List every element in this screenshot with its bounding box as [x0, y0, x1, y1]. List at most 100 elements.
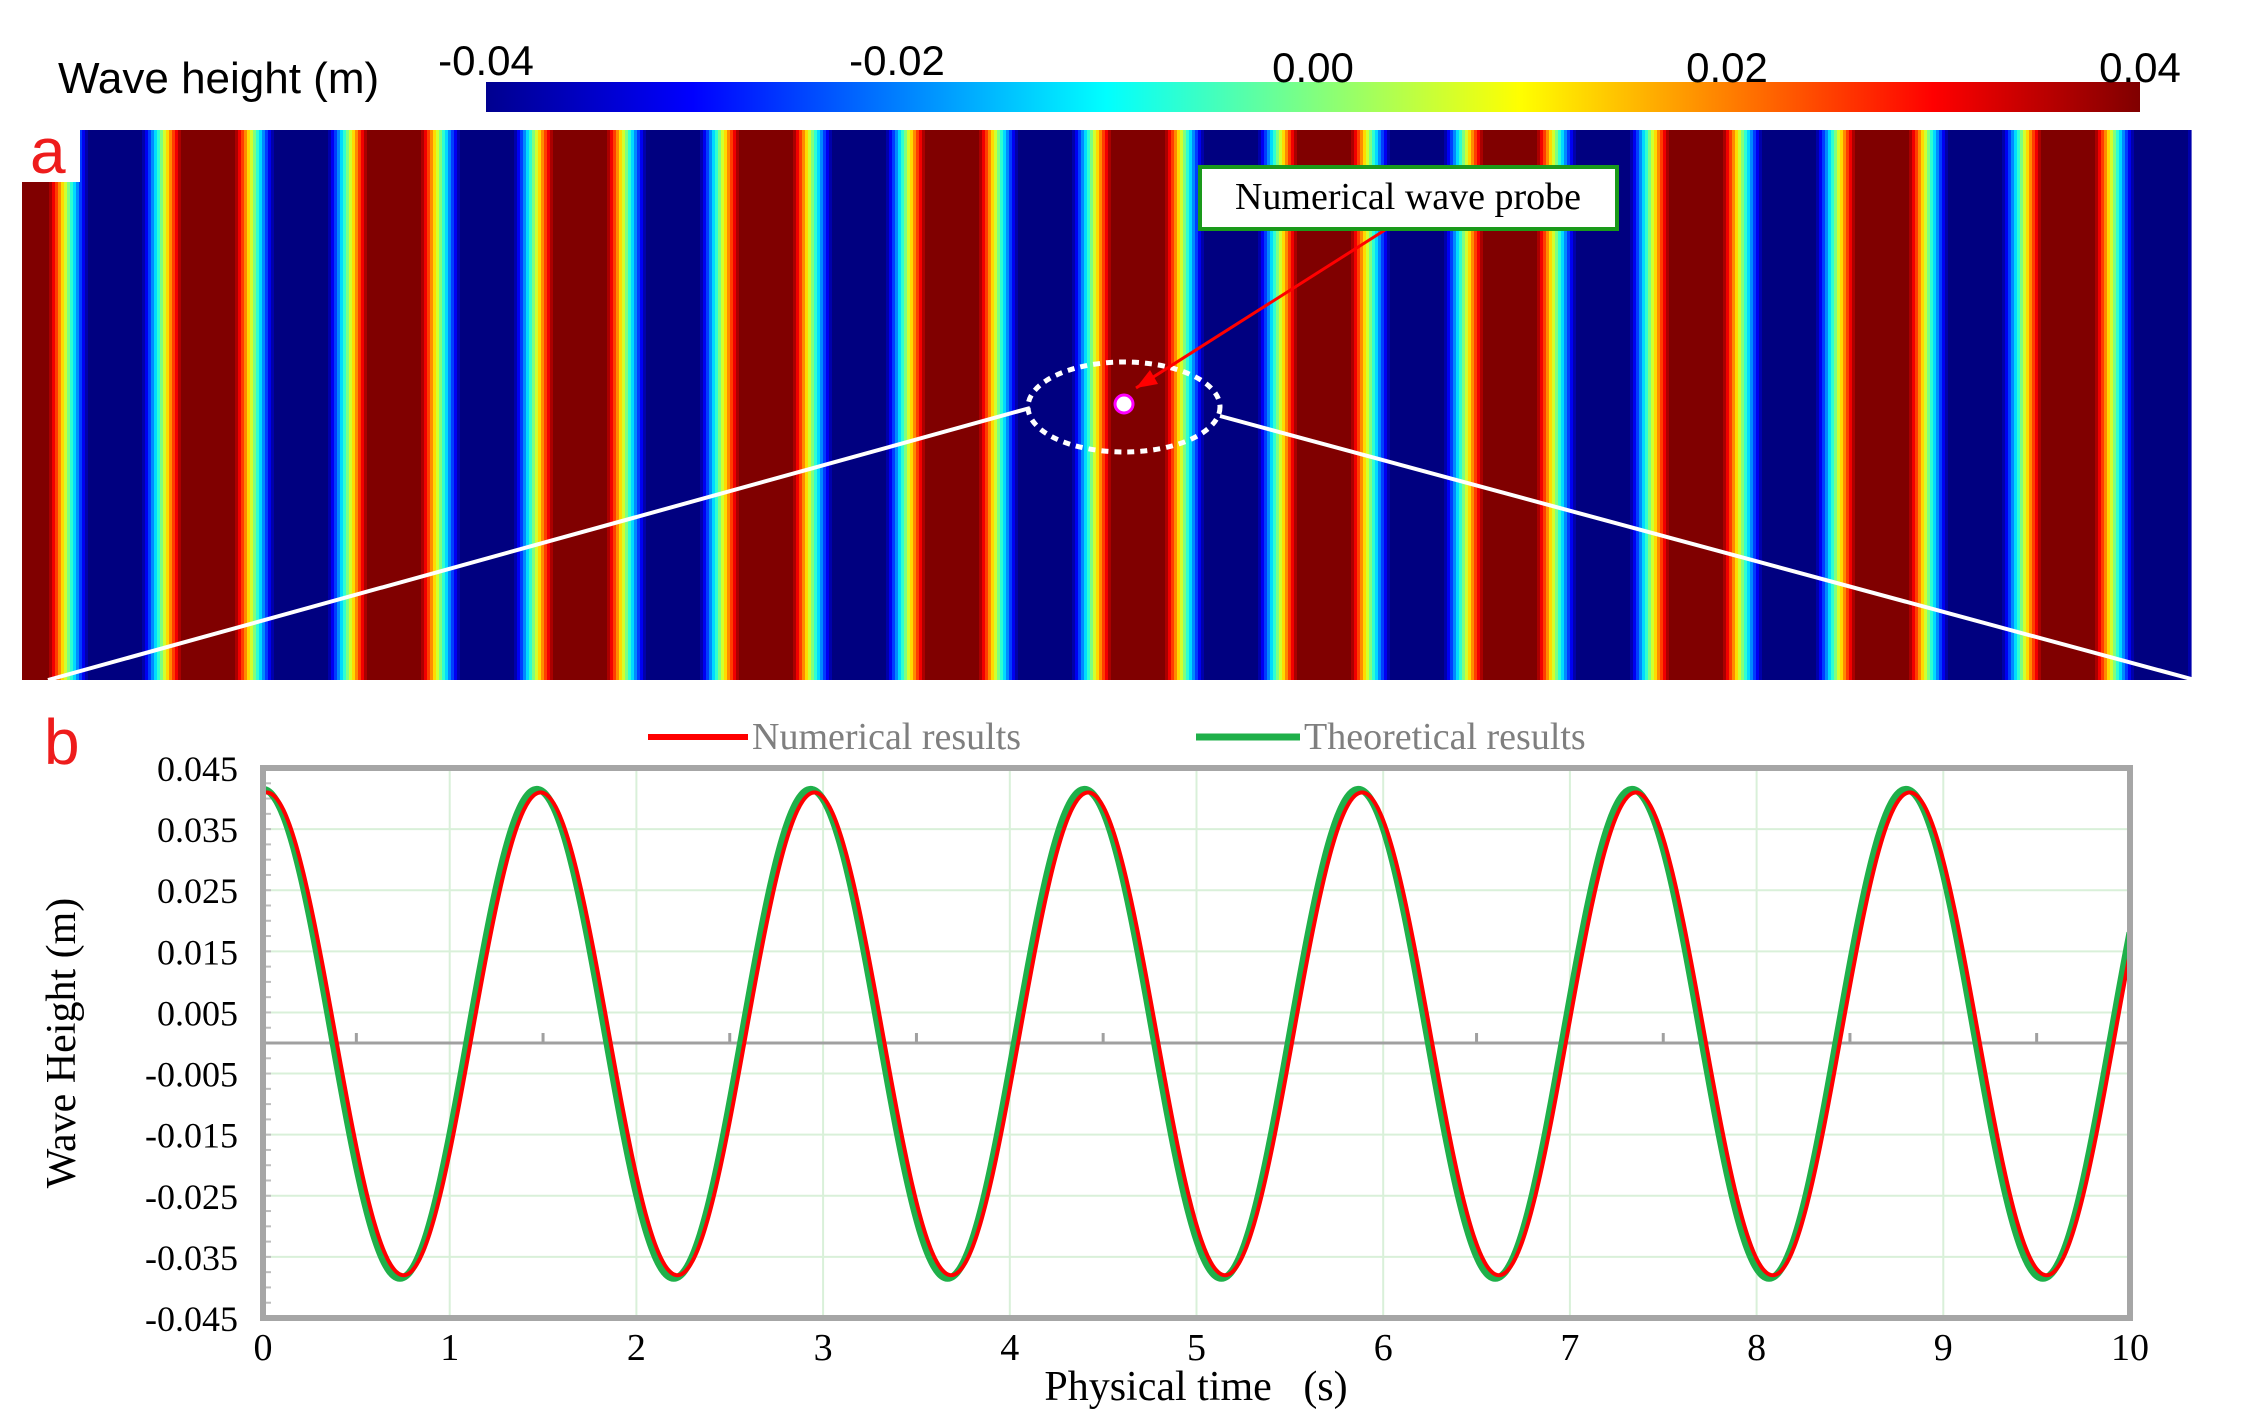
wave-strip [406, 130, 410, 680]
wave-strip [1753, 130, 1757, 680]
wave-strip [307, 130, 311, 680]
wave-strip [286, 130, 290, 680]
wave-strip [1621, 130, 1625, 680]
wave-strip [394, 130, 398, 680]
wave-strip [874, 130, 878, 680]
colorbar-tick-label: -0.02 [849, 37, 945, 84]
wave-strip [1816, 130, 1820, 680]
wave-strip [1072, 130, 1076, 680]
wave-strip [1435, 130, 1439, 680]
wave-strip [2038, 130, 2042, 680]
wave-strip [538, 130, 542, 680]
wave-strip [709, 130, 713, 680]
wave-strip [1147, 130, 1151, 680]
wave-strip [1618, 130, 1622, 680]
wave-strip [2185, 130, 2189, 680]
wave-strip [1885, 130, 1889, 680]
wave-strip [397, 130, 401, 680]
wave-strip [2023, 130, 2027, 680]
wave-strip [1615, 130, 1619, 680]
wave-strip [544, 130, 548, 680]
wave-strip [667, 130, 671, 680]
wave-strip [2053, 130, 2057, 680]
wave-strip [2170, 130, 2174, 680]
wave-strip [1234, 130, 1238, 680]
wave-strip [865, 130, 869, 680]
wave-strip [1579, 130, 1583, 680]
wave-strip [2086, 130, 2090, 680]
colorbar-tick-label: 0.00 [1272, 44, 1354, 91]
wave-strip [133, 130, 137, 680]
wave-strip [91, 130, 95, 680]
wave-strip [2011, 130, 2015, 680]
wave-strip [1300, 130, 1304, 680]
wave-strip [880, 130, 884, 680]
wave-strip [1828, 130, 1832, 680]
wave-strip [1798, 130, 1802, 680]
wave-strip [358, 130, 362, 680]
wave-strip [604, 130, 608, 680]
wave-strip [1549, 130, 1553, 680]
wave-strip [1279, 130, 1283, 680]
wave-strip [697, 130, 701, 680]
wave-strip [1231, 130, 1235, 680]
wave-strip [1228, 130, 1232, 680]
wave-strip [1360, 130, 1364, 680]
wave-strip [2050, 130, 2054, 680]
wave-strip [1021, 130, 1025, 680]
wave-strip [1942, 130, 1946, 680]
wave-strip [1087, 130, 1091, 680]
wave-strip [1858, 130, 1862, 680]
wave-strip [1177, 130, 1181, 680]
wave-strip [1438, 130, 1442, 680]
wave-strip [259, 130, 263, 680]
wave-strip [202, 130, 206, 680]
wave-strip [1168, 130, 1172, 680]
wave-strip [961, 130, 965, 680]
wave-strip [1141, 130, 1145, 680]
wave-strip [187, 130, 191, 680]
wave-strip [970, 130, 974, 680]
wave-strip [1492, 130, 1496, 680]
wave-strip [769, 130, 773, 680]
wave-strip [1384, 130, 1388, 680]
wave-strip [1840, 130, 1844, 680]
wave-strip [955, 130, 959, 680]
wave-strip [706, 130, 710, 680]
wave-strip [1489, 130, 1493, 680]
wave-strip [913, 130, 917, 680]
wave-strip [340, 130, 344, 680]
wave-strip [841, 130, 845, 680]
wave-strip [1666, 130, 1670, 680]
wave-strip [1162, 130, 1166, 680]
wave-strip [859, 130, 863, 680]
wave-strip [166, 130, 170, 680]
wave-strip [1312, 130, 1316, 680]
wave-strip [1522, 130, 1526, 680]
wave-strip [1399, 130, 1403, 680]
wave-strip [658, 130, 662, 680]
wave-strip [1921, 130, 1925, 680]
wave-strip [2095, 130, 2099, 680]
wave-strip [1465, 130, 1469, 680]
wave-strip [1795, 130, 1799, 680]
plot-frame [260, 765, 2133, 1321]
wave-strip [193, 130, 197, 680]
wave-strip [64, 130, 68, 680]
wave-strip [673, 130, 677, 680]
wave-strip [2059, 130, 2063, 680]
x-tick-label: 5 [1187, 1327, 1206, 1369]
wave-strip [547, 130, 551, 680]
wave-strip [1891, 130, 1895, 680]
wave-strip [1660, 130, 1664, 680]
panel-a: a Numerical wave probe [18, 115, 2196, 682]
wave-strip [1924, 130, 1928, 680]
wave-strip [1000, 130, 1004, 680]
wave-strip [1609, 130, 1613, 680]
wave-strip [493, 130, 497, 680]
wave-strip [1879, 130, 1883, 680]
wave-strip [1150, 130, 1154, 680]
wave-strip [2104, 130, 2108, 680]
wave-strip [229, 130, 233, 680]
wave-strip [907, 130, 911, 680]
